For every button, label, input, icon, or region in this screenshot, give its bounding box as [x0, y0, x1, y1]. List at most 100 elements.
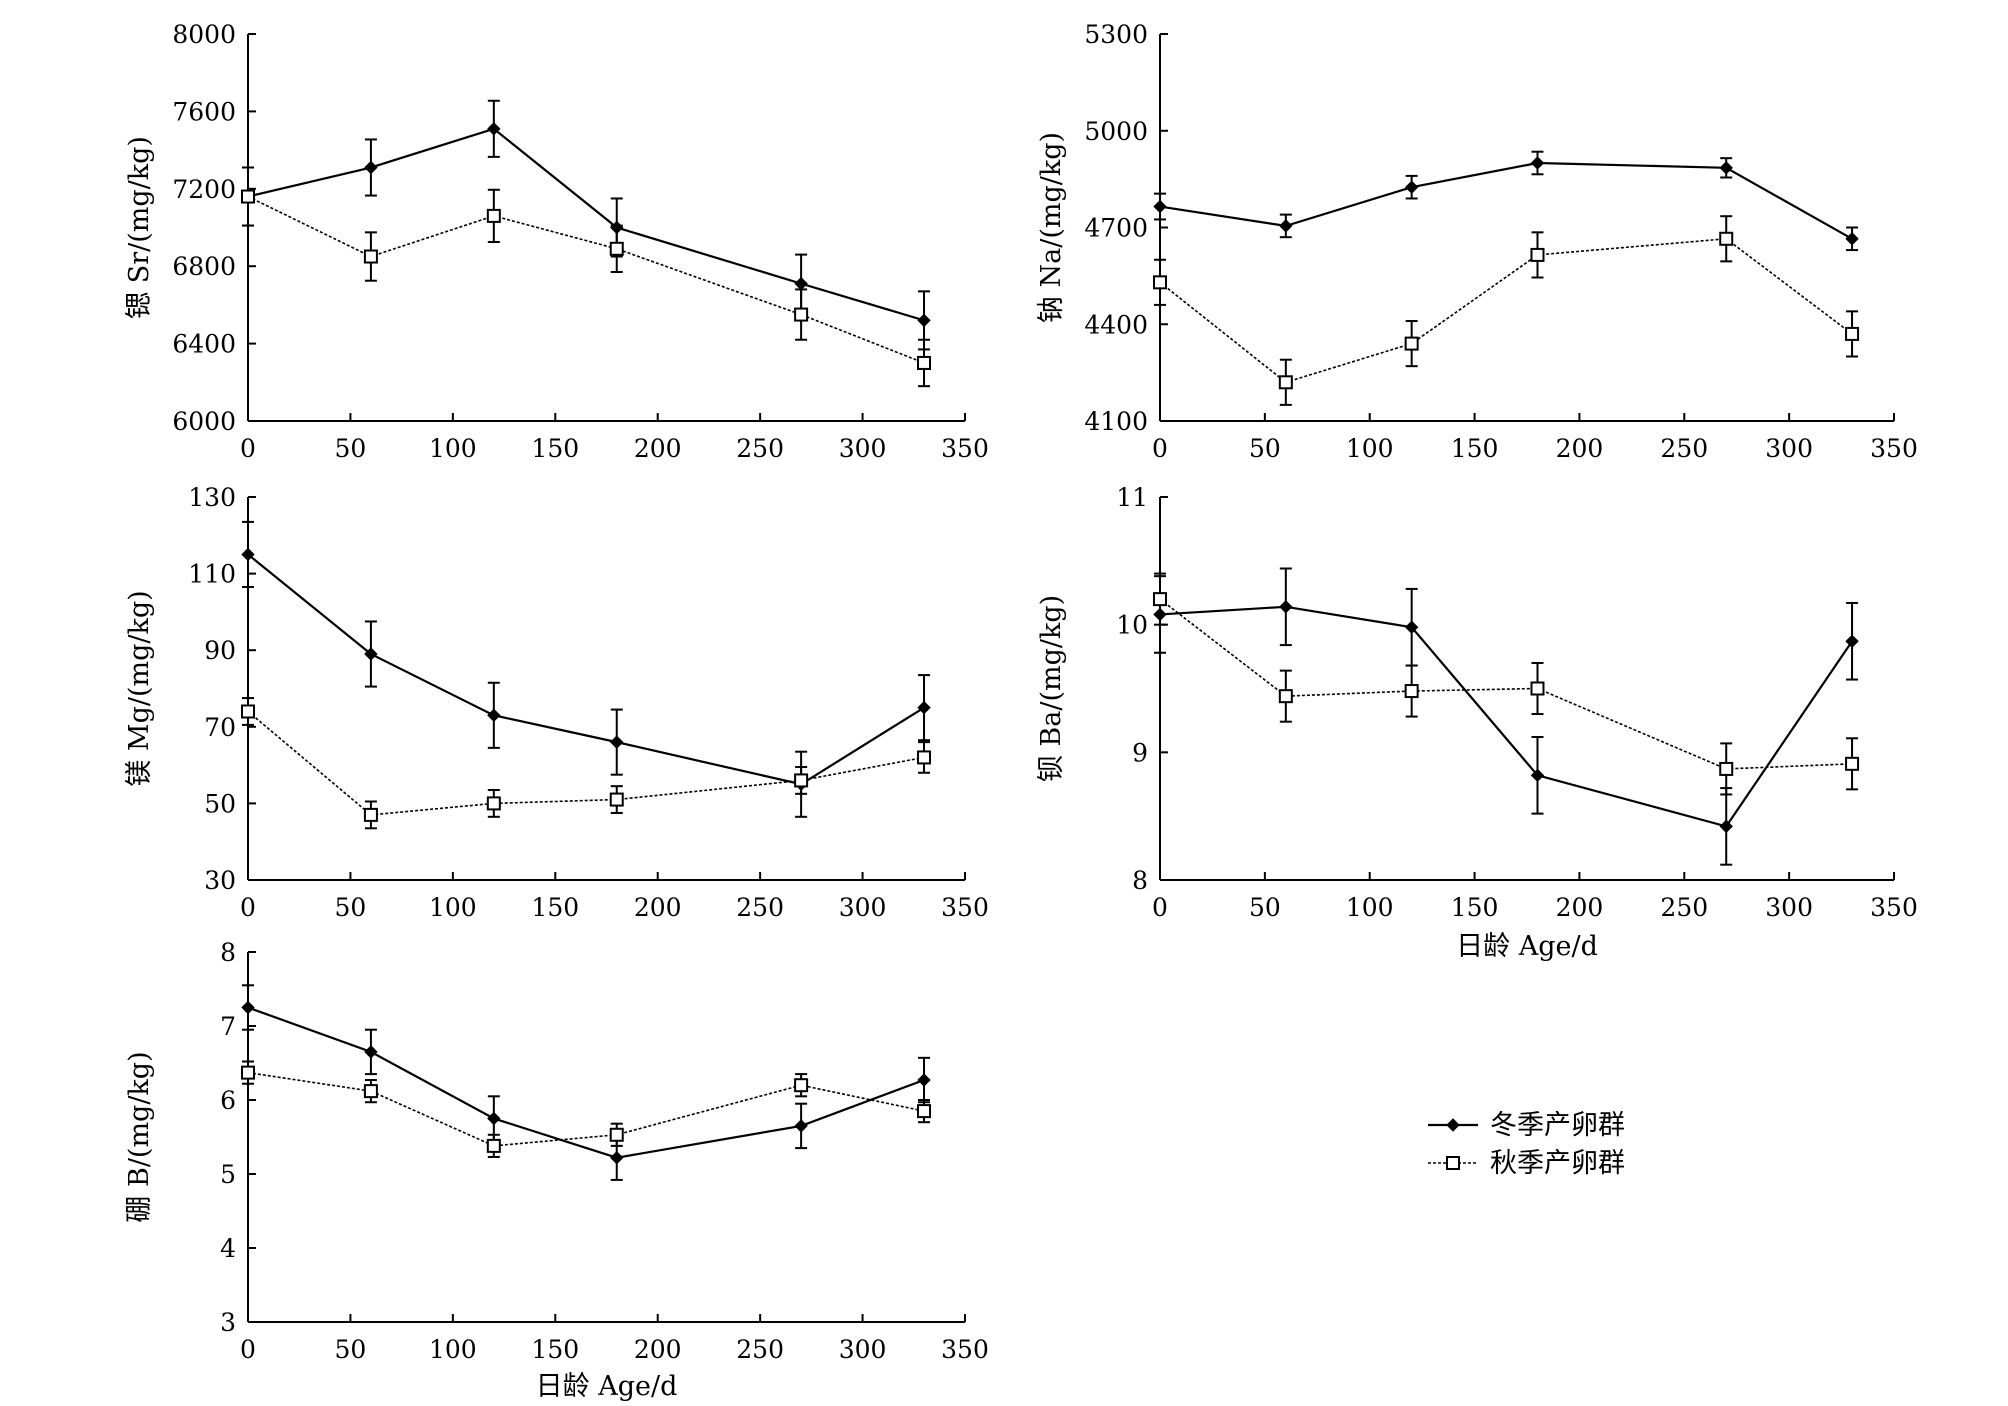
x-axis-title-b: 日龄 Age/d — [536, 1371, 678, 1402]
panel-b: 0 50 100 150 200 250 300 350 3 4 5 6 7 8 硼 B/(mg/kg) 日龄… — [124, 938, 989, 1402]
x-tick-label-ba: 0 — [1152, 893, 1168, 922]
y-tick-label-b: 7 — [220, 1012, 236, 1041]
data-point-winter-b — [610, 1151, 624, 1165]
y-axis-title-b: 硼 B/(mg/kg) — [124, 1051, 155, 1222]
data-point-autumn-b — [241, 1065, 255, 1080]
data-point-autumn-sr — [917, 355, 932, 370]
y-tick-label-ba: 10 — [1116, 611, 1148, 640]
data-point-winter-mg — [610, 735, 624, 749]
data-point-winter-ba — [1279, 600, 1293, 614]
data-point-autumn-ba — [1404, 684, 1419, 699]
y-tick-label-na: 5000 — [1084, 117, 1148, 146]
y-tick-label-ba: 9 — [1132, 738, 1148, 767]
data-point-autumn-b — [609, 1127, 624, 1142]
x-tick-label-ba: 100 — [1346, 893, 1394, 922]
series-autumn-na — [1153, 215, 1860, 406]
data-point-winter-b — [364, 1045, 378, 1059]
data-point-winter-sr — [794, 276, 808, 291]
data-point-winter-mg — [241, 547, 255, 562]
x-tick-label-sr: 50 — [335, 434, 367, 463]
x-tick-label-sr: 150 — [531, 434, 579, 463]
legend-marker-autumn — [1446, 1156, 1460, 1170]
data-point-winter-b — [241, 1000, 255, 1015]
legend-label-autumn: 秋季产卵群 — [1490, 1148, 1625, 1179]
data-point-autumn-ba — [1278, 689, 1293, 704]
data-point-winter-mg — [917, 700, 931, 715]
y-tick-label-sr: 6800 — [172, 252, 236, 281]
series-line-winter-na — [1159, 161, 1853, 240]
data-point-autumn-sr — [241, 189, 255, 204]
y-tick-label-mg: 70 — [204, 713, 236, 742]
y-tick-label-b: 8 — [220, 938, 236, 967]
x-tick-label-sr: 100 — [429, 434, 477, 463]
panel-na: 0 50 100 150 200 250 300 350 4100 4400 4700 5000 530… — [1036, 20, 1918, 463]
y-tick-label-b: 6 — [220, 1086, 236, 1115]
data-point-winter-ba — [1404, 620, 1419, 634]
y-axis-title-na: 钠 Na/(mg/kg) — [1036, 132, 1067, 323]
y-tick-label-sr: 8000 — [172, 20, 236, 49]
data-point-winter-b — [917, 1073, 931, 1087]
data-point-autumn-mg — [486, 796, 501, 811]
x-tick-label-b: 350 — [941, 1335, 989, 1364]
data-point-winter-na — [1719, 161, 1733, 175]
data-point-winter-b — [794, 1119, 808, 1133]
series-winter-na — [1153, 150, 1859, 252]
data-point-winter-mg — [364, 647, 378, 661]
legend-marker-winter — [1446, 1118, 1460, 1132]
series-line-autumn-mg — [247, 710, 925, 816]
data-point-winter-ba — [1845, 634, 1859, 648]
data-point-autumn-na — [1845, 326, 1860, 341]
x-tick-label-ba: 200 — [1556, 893, 1604, 922]
x-tick-label-ba: 50 — [1249, 893, 1281, 922]
data-point-autumn-mg — [917, 750, 932, 765]
series-line-autumn-na — [1159, 237, 1853, 384]
x-tick-label-ba: 150 — [1451, 893, 1499, 922]
x-tick-label-mg: 100 — [429, 893, 477, 922]
y-tick-label-ba: 11 — [1116, 483, 1148, 512]
x-tick-label-na: 250 — [1660, 434, 1708, 463]
x-tick-label-mg: 0 — [240, 893, 256, 922]
data-point-winter-ba — [1530, 768, 1545, 783]
series-line-autumn-b — [247, 1071, 925, 1147]
data-point-autumn-na — [1404, 336, 1419, 351]
y-tick-label-b: 3 — [220, 1308, 236, 1337]
x-tick-label-ba: 350 — [1870, 893, 1918, 922]
data-point-autumn-mg — [363, 807, 378, 822]
data-point-winter-ba — [1719, 819, 1733, 834]
y-tick-label-na: 4400 — [1084, 310, 1148, 339]
legend-item-winter: 冬季产卵群 — [1428, 1110, 1625, 1141]
y-tick-label-mg: 90 — [204, 636, 236, 665]
x-tick-label-mg: 250 — [736, 893, 784, 922]
x-tick-label-mg: 350 — [941, 893, 989, 922]
series-autumn-sr — [241, 166, 932, 388]
data-point-autumn-mg — [609, 792, 624, 807]
data-point-winter-na — [1153, 199, 1167, 214]
y-tick-label-b: 5 — [220, 1160, 236, 1189]
panel-mg: 0 50 100 150 200 250 300 350 30 50 70 90 110 130 镁 Mg/… — [124, 483, 989, 922]
x-tick-label-mg: 200 — [634, 893, 682, 922]
x-tick-label-b: 0 — [240, 1335, 256, 1364]
x-tick-label-sr: 300 — [839, 434, 887, 463]
data-point-winter-sr — [364, 160, 378, 175]
y-axis-title-mg: 镁 Mg/(mg/kg) — [124, 590, 155, 786]
series-autumn-mg — [241, 697, 932, 830]
data-point-winter-sr — [487, 122, 501, 136]
x-tick-label-b: 150 — [531, 1335, 579, 1364]
x-tick-label-b: 200 — [634, 1335, 682, 1364]
data-point-winter-na — [1279, 219, 1293, 233]
x-tick-label-na: 0 — [1152, 434, 1168, 463]
y-tick-label-mg: 50 — [204, 789, 236, 818]
data-point-autumn-mg — [794, 773, 809, 788]
y-tick-label-mg: 110 — [188, 560, 236, 589]
x-tick-label-sr: 0 — [240, 434, 256, 463]
series-winter-b — [241, 984, 931, 1181]
data-point-autumn-na — [1153, 275, 1167, 290]
panel-ba: 0 50 100 150 200 250 300 350 8 9 10 11 钡 Ba/(mg/kg) 日… — [1036, 483, 1918, 962]
data-point-autumn-b — [486, 1138, 501, 1153]
data-point-autumn-sr — [794, 307, 809, 322]
series-autumn-ba — [1153, 572, 1860, 796]
x-tick-label-na: 150 — [1451, 434, 1499, 463]
y-tick-label-na: 4100 — [1084, 407, 1148, 436]
x-tick-label-mg: 150 — [531, 893, 579, 922]
y-tick-label-b: 4 — [220, 1234, 236, 1263]
